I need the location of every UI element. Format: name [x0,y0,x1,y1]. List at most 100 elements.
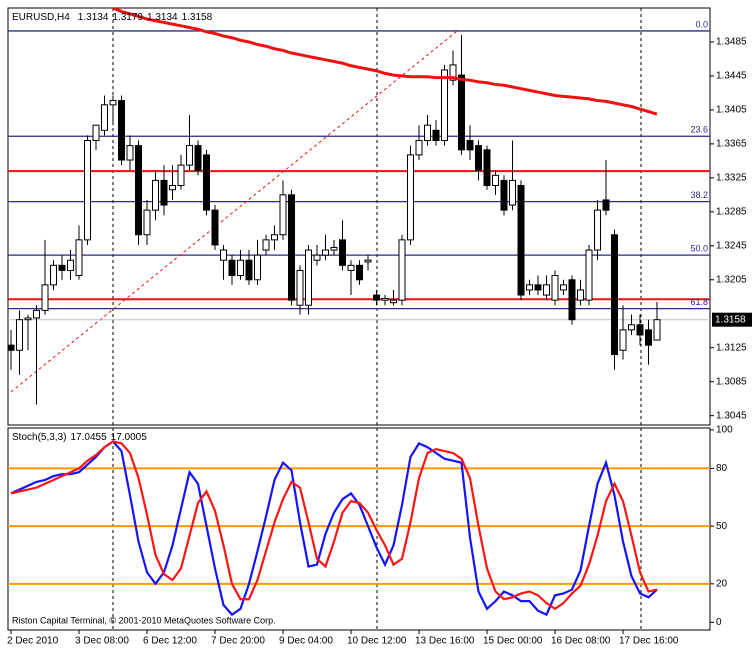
candle-body [594,209,601,251]
candle-body [602,199,610,211]
y-tick-label: 1.3445 [716,71,747,82]
candle-body [169,185,176,191]
candle-body [33,309,40,319]
candle-body [330,246,338,251]
candle-body [534,284,542,291]
y-tick-label: 1.3405 [716,105,747,116]
x-tick-label: 17 Dec 16:00 [619,636,679,647]
stoch-frame [7,427,711,631]
candle-body [177,164,185,187]
candle-body [398,239,406,301]
x-tick-label: 16 Dec 08:00 [551,636,611,647]
candle-body [407,154,414,241]
title-part: 17.0455 [70,432,107,443]
candle-body [126,145,134,161]
moving-average [112,8,658,116]
title-part: Stoch(5,3,3) [12,432,66,443]
y-tick-label: 50 [716,521,728,532]
y-tick-label: 1.3125 [716,342,747,353]
title-part: EURUSD,H4 [12,12,70,23]
candle-body [441,69,448,141]
y-tick-label: 1.3485 [716,37,747,48]
candle-body [560,284,567,291]
candle-body [381,297,389,301]
candle-body [271,234,278,241]
x-tick-label: 13 Dec 16:00 [415,636,475,647]
chart-title: EURUSD,H4 1.3134 1.3179 1.3134 1.3158 [12,12,213,23]
candle-body [390,299,397,304]
candle-body [262,239,270,251]
candle-body [186,145,193,166]
stoch-line [10,440,658,611]
candle-body [58,264,66,271]
title-part: 1.3179 [112,12,143,23]
candle-body [228,259,236,277]
candle-body [577,289,584,301]
y-tick-label: 0 [716,617,722,628]
candle-body [543,284,550,296]
candle-body [500,179,508,211]
candle-body [568,279,576,321]
y-tick-label: 1.3285 [716,206,747,217]
candle-body [92,124,100,141]
candle-body [211,209,219,246]
candle-body [526,284,533,291]
main-frame [7,7,711,426]
fibo-label: 50.0 [690,244,708,254]
candle-body [322,249,329,256]
y-tick-label: 1.3045 [716,410,747,421]
candle-body [109,100,117,106]
candle-body [619,329,627,351]
candle-body [517,185,525,296]
y-tick-label: 1.3085 [716,376,747,387]
x-tick-label: 9 Dec 04:00 [279,636,333,647]
x-tick-label: 3 Dec 08:00 [75,636,129,647]
candle-body [101,104,108,131]
fibo-label: 23.6 [690,125,708,135]
candle-body [220,249,227,261]
candle-body [8,344,15,351]
x-tick-label: 7 Dec 20:00 [211,636,265,647]
candle-body [424,124,431,141]
candle-body [483,149,491,187]
current-price-label: 1.3158 [715,314,746,325]
candle-body [653,319,661,341]
fibo-label: 0.0 [695,19,708,29]
candle-body [203,154,210,211]
candle-body [611,234,618,356]
fibo-label: 38.2 [690,190,708,200]
title-part: 17.0005 [111,432,148,443]
candle-body [509,179,516,206]
candle-body [41,284,49,311]
candle-body [24,317,32,321]
candle-body [152,179,159,211]
candle-body [279,194,287,236]
candle-body [449,64,457,81]
candle-body [585,249,593,301]
title-part: 1.3134 [78,12,109,23]
y-tick-label: 100 [716,425,733,436]
candle-body [339,239,346,266]
current-price-box [712,312,752,327]
main-panel [8,8,710,405]
candle-body [245,259,253,281]
candle-body [194,145,202,171]
candle-body [356,264,363,281]
labels: 1.3485 1.3445 1.3405 1.3365 1.3325 1.3285 1.32… [7,12,752,647]
candle-body [415,139,423,156]
candle-body [16,319,23,351]
title-part: 1.3158 [182,12,213,23]
y-tick-label: 1.3245 [716,240,747,251]
candle-body [50,264,57,286]
candle-body [288,194,295,301]
y-tick-label: 1.3205 [716,274,747,285]
title-part: 1.3134 [147,12,178,23]
stoch-line [10,440,658,617]
candle-body [75,239,83,277]
stoch-title: Stoch(5,3,3) 17.0455 17.0005 [12,432,147,443]
footer: Riston Capital Terminal, © 2001-2010 Met… [12,615,276,625]
candle-body [160,179,168,206]
candle-body [305,249,312,306]
y-tick-label: 20 [716,578,728,589]
